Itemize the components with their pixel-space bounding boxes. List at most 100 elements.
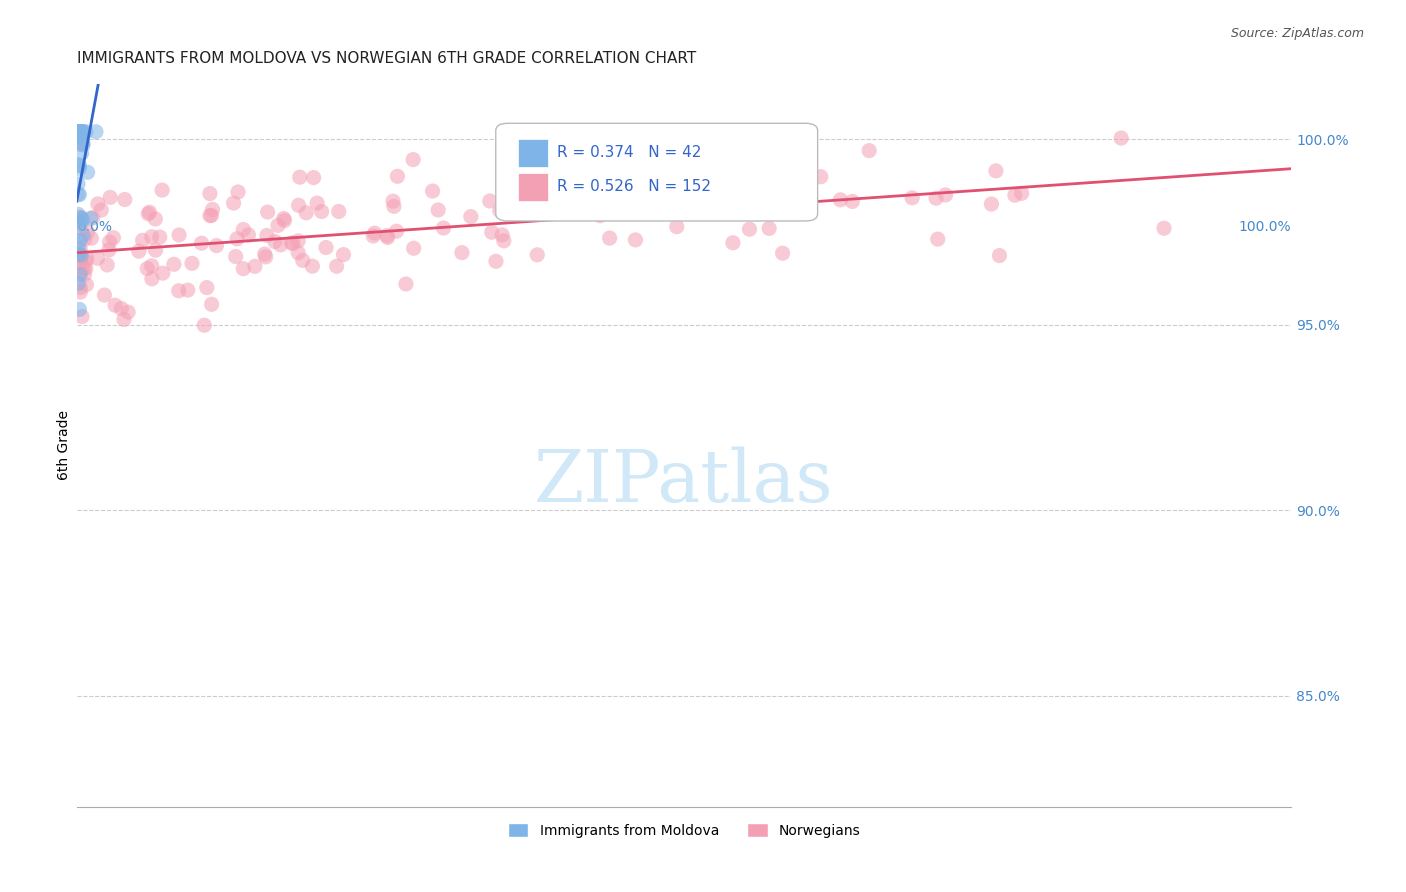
Norwegians <box>69 242 91 256</box>
Norwegians <box>96 258 118 272</box>
Norwegians <box>738 222 761 236</box>
Norwegians <box>858 144 880 158</box>
Immigrants from Moldova <box>67 125 90 139</box>
Norwegians <box>145 243 167 257</box>
Norwegians <box>387 169 409 184</box>
Norwegians <box>382 194 405 209</box>
Norwegians <box>193 318 215 333</box>
Norwegians <box>150 183 173 197</box>
Norwegians <box>1011 186 1033 201</box>
Norwegians <box>295 206 318 220</box>
Norwegians <box>117 305 139 319</box>
Norwegians <box>927 232 949 246</box>
Norwegians <box>201 202 224 217</box>
Norwegians <box>190 236 212 251</box>
Immigrants from Moldova <box>72 138 94 153</box>
Norwegians <box>526 248 548 262</box>
Immigrants from Moldova <box>69 125 91 139</box>
Norwegians <box>491 227 513 242</box>
Norwegians <box>69 137 91 152</box>
Norwegians <box>1004 188 1026 202</box>
Norwegians <box>280 235 302 250</box>
Norwegians <box>478 194 501 208</box>
Immigrants from Moldova <box>69 125 91 139</box>
Norwegians <box>225 250 247 264</box>
Norwegians <box>75 254 97 268</box>
Norwegians <box>934 188 956 202</box>
Norwegians <box>70 252 93 266</box>
Norwegians <box>87 197 110 211</box>
Immigrants from Moldova <box>69 234 91 248</box>
Norwegians <box>69 221 91 235</box>
Norwegians <box>361 229 384 244</box>
Norwegians <box>69 255 91 269</box>
Norwegians <box>163 257 186 271</box>
Immigrants from Moldova <box>69 125 91 139</box>
Norwegians <box>97 243 120 257</box>
Norwegians <box>810 169 832 184</box>
Norwegians <box>136 261 159 276</box>
Immigrants from Moldova <box>72 136 94 151</box>
Norwegians <box>481 225 503 239</box>
Norwegians <box>772 246 794 260</box>
Norwegians <box>980 197 1002 211</box>
Norwegians <box>830 193 852 207</box>
Immigrants from Moldova <box>66 177 89 191</box>
Text: R = 0.374   N = 42: R = 0.374 N = 42 <box>557 145 700 161</box>
FancyBboxPatch shape <box>517 139 548 167</box>
Immigrants from Moldova <box>66 125 89 139</box>
Norwegians <box>256 228 278 243</box>
Norwegians <box>104 298 127 312</box>
Norwegians <box>69 248 91 262</box>
Norwegians <box>232 222 254 236</box>
Immigrants from Moldova <box>69 125 91 139</box>
Immigrants from Moldova <box>66 125 89 139</box>
Immigrants from Moldova <box>72 125 94 139</box>
Norwegians <box>749 187 772 202</box>
Y-axis label: 6th Grade: 6th Grade <box>58 410 72 480</box>
Norwegians <box>256 205 278 219</box>
Norwegians <box>103 230 125 244</box>
Norwegians <box>69 211 91 225</box>
Norwegians <box>288 170 311 185</box>
Norwegians <box>149 230 172 244</box>
Norwegians <box>205 238 228 252</box>
Immigrants from Moldova <box>66 130 89 145</box>
Norwegians <box>75 277 97 292</box>
Immigrants from Moldova <box>70 146 93 161</box>
Norwegians <box>73 260 96 275</box>
Immigrants from Moldova <box>67 302 90 317</box>
Immigrants from Moldova <box>67 159 90 173</box>
Norwegians <box>264 235 287 249</box>
Norwegians <box>141 272 163 286</box>
Norwegians <box>76 226 98 240</box>
Norwegians <box>76 252 98 266</box>
Norwegians <box>679 193 702 207</box>
Norwegians <box>984 164 1007 178</box>
Immigrants from Moldova <box>66 214 89 228</box>
Norwegians <box>75 261 97 276</box>
Immigrants from Moldova <box>84 125 107 139</box>
Norwegians <box>395 277 418 291</box>
Norwegians <box>69 285 91 299</box>
Norwegians <box>93 288 115 302</box>
Norwegians <box>110 301 132 316</box>
Norwegians <box>131 233 153 247</box>
Immigrants from Moldova <box>70 125 93 139</box>
Immigrants from Moldova <box>67 125 90 139</box>
Immigrants from Moldova <box>67 125 90 139</box>
Norwegians <box>432 221 454 235</box>
Norwegians <box>98 235 121 249</box>
Norwegians <box>485 254 508 268</box>
Immigrants from Moldova <box>67 161 90 176</box>
Norwegians <box>200 209 222 223</box>
Text: IMMIGRANTS FROM MOLDOVA VS NORWEGIAN 6TH GRADE CORRELATION CHART: IMMIGRANTS FROM MOLDOVA VS NORWEGIAN 6TH… <box>77 51 696 66</box>
Norwegians <box>198 186 221 201</box>
Immigrants from Moldova <box>67 187 90 202</box>
Norwegians <box>195 280 218 294</box>
Norwegians <box>287 198 309 212</box>
Immigrants from Moldova <box>72 132 94 146</box>
Norwegians <box>302 170 325 185</box>
Immigrants from Moldova <box>67 277 90 291</box>
Norwegians <box>181 256 204 270</box>
